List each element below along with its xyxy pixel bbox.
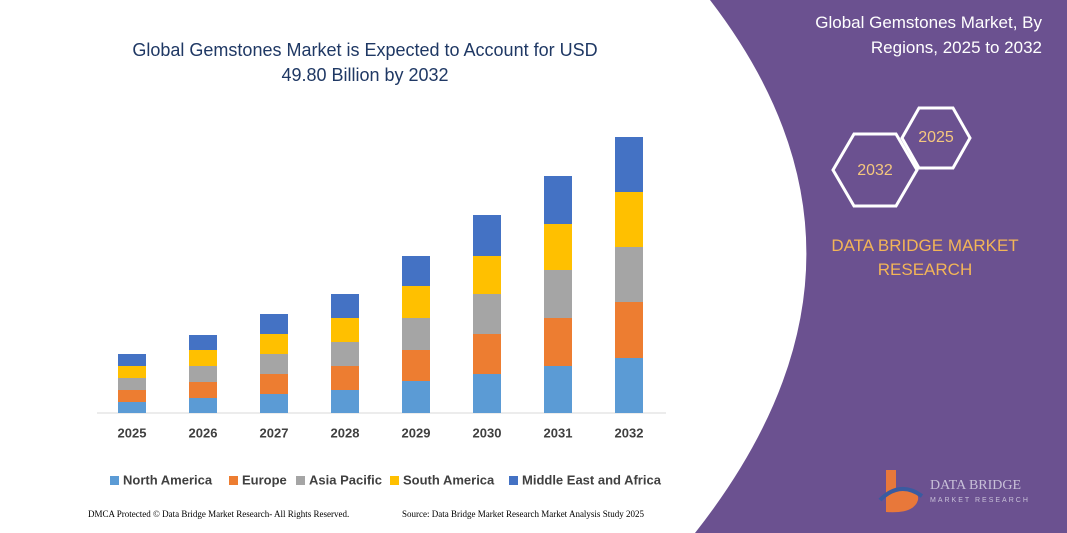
hexagon bbox=[831, 132, 919, 208]
bar-segment bbox=[615, 137, 643, 192]
logo-name: DATA BRIDGE bbox=[930, 478, 1021, 493]
bar-segment bbox=[402, 350, 430, 381]
bar-segment bbox=[118, 378, 146, 390]
legend-label: South America bbox=[403, 472, 495, 487]
hexagon-label: 2032 bbox=[857, 162, 893, 179]
bar-segment bbox=[118, 354, 146, 366]
bar-segment bbox=[118, 402, 146, 413]
bar-segment bbox=[260, 374, 288, 394]
legend-swatch bbox=[110, 476, 119, 485]
x-tick-label: 2030 bbox=[473, 425, 502, 440]
logo-icon bbox=[878, 470, 924, 513]
legend-swatch bbox=[390, 476, 399, 485]
bar-segment bbox=[615, 358, 643, 413]
legend-label: North America bbox=[123, 472, 213, 487]
bar-segment bbox=[615, 302, 643, 358]
bar-segment bbox=[544, 224, 572, 270]
bar-segment bbox=[260, 314, 288, 334]
bar-segment bbox=[544, 176, 572, 224]
x-tick-label: 2032 bbox=[615, 425, 644, 440]
bar-segment bbox=[544, 270, 572, 318]
hexagon-label: 2025 bbox=[918, 129, 954, 146]
bar-segment bbox=[260, 394, 288, 413]
bar-segment bbox=[473, 334, 501, 374]
side-title: Global Gemstones Market, By Regions, 202… bbox=[815, 13, 1042, 57]
bar-segment bbox=[402, 286, 430, 318]
bar-segment bbox=[260, 334, 288, 354]
bar-segment bbox=[118, 366, 146, 378]
bar-segment bbox=[615, 247, 643, 302]
bar-segment bbox=[331, 318, 359, 342]
bar-segment bbox=[544, 318, 572, 366]
x-tick-label: 2027 bbox=[260, 425, 289, 440]
x-tick-label: 2026 bbox=[189, 425, 218, 440]
bar-segment bbox=[189, 366, 217, 382]
hexagon bbox=[900, 106, 972, 170]
bar-segment bbox=[473, 374, 501, 413]
bar-segment bbox=[189, 335, 217, 350]
legend-label: Asia Pacific bbox=[309, 472, 382, 487]
bar-segment bbox=[331, 342, 359, 366]
bar-segment bbox=[402, 318, 430, 350]
x-tick-label: 2025 bbox=[118, 425, 147, 440]
footer-left: DMCA Protected © Data Bridge Market Rese… bbox=[88, 509, 349, 519]
bar-segment bbox=[615, 192, 643, 247]
footer-right: Source: Data Bridge Market Research Mark… bbox=[402, 509, 644, 519]
x-tick-label: 2029 bbox=[402, 425, 431, 440]
bar-segment bbox=[473, 294, 501, 334]
side-panel-bg bbox=[695, 0, 1067, 533]
logo-tagline: MARKET RESEARCH bbox=[930, 497, 1030, 504]
chart-title: Global Gemstones Market is Expected to A… bbox=[132, 40, 598, 85]
bar-segment bbox=[260, 354, 288, 374]
legend-swatch bbox=[296, 476, 305, 485]
bar-segment bbox=[118, 390, 146, 402]
bar-segment bbox=[402, 256, 430, 286]
bar-segment bbox=[189, 350, 217, 366]
legend-label: Middle East and Africa bbox=[522, 472, 662, 487]
bar-segment bbox=[544, 366, 572, 413]
bar-segment bbox=[331, 366, 359, 390]
bar-segment bbox=[331, 390, 359, 413]
bar-segment bbox=[189, 398, 217, 413]
x-tick-label: 2028 bbox=[331, 425, 360, 440]
bar-segment bbox=[473, 215, 501, 256]
legend-label: Europe bbox=[242, 472, 287, 487]
legend-swatch bbox=[229, 476, 238, 485]
bar-segment bbox=[473, 256, 501, 294]
x-tick-label: 2031 bbox=[544, 425, 573, 440]
legend-swatch bbox=[509, 476, 518, 485]
bar-segment bbox=[331, 294, 359, 318]
bar-segment bbox=[189, 382, 217, 398]
bar-segment bbox=[402, 381, 430, 413]
brand: DATA BRIDGE MARKET RESEARCH bbox=[831, 236, 1019, 279]
